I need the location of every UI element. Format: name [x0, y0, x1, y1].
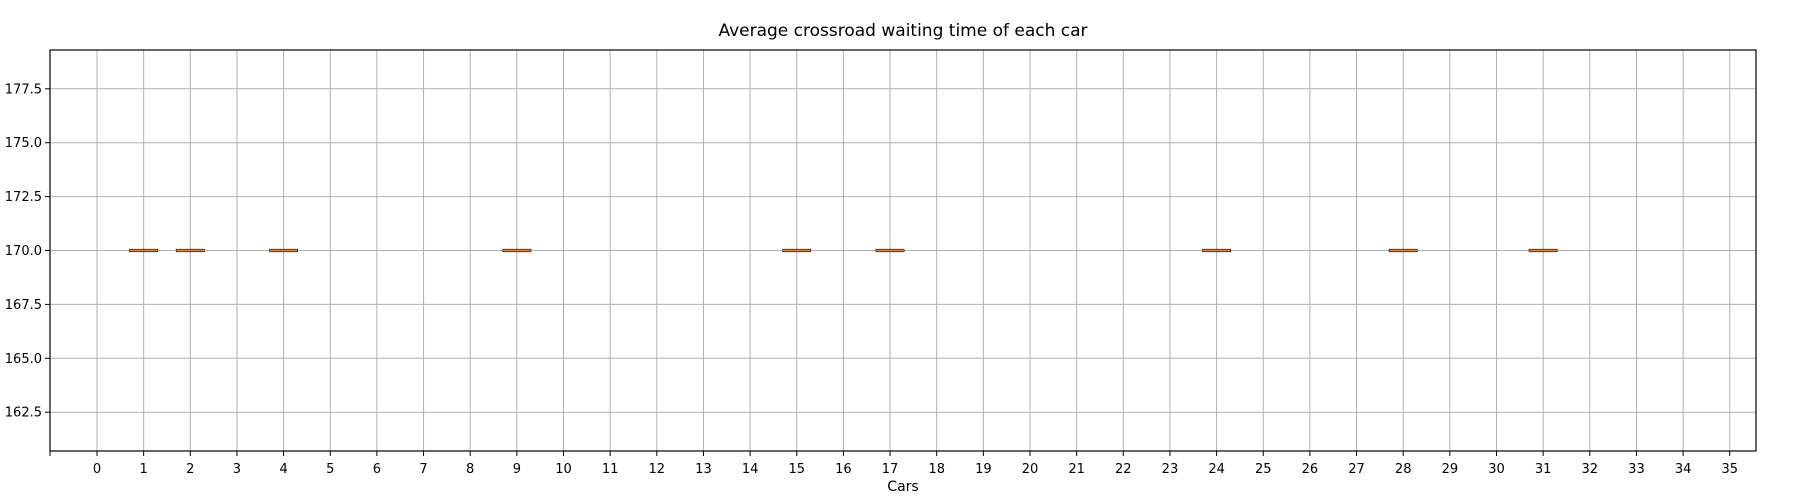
x-tick-label: 25: [1255, 462, 1272, 477]
x-tick-label: 27: [1348, 462, 1365, 477]
y-tick-label: 162.5: [5, 406, 42, 421]
x-tick-label: 34: [1675, 462, 1692, 477]
x-tick-label: 3: [233, 462, 241, 477]
x-tick-label: 29: [1442, 462, 1459, 477]
x-tick-label: 33: [1628, 462, 1645, 477]
y-tick-label: 172.5: [5, 190, 42, 205]
y-tick-label: 165.0: [5, 352, 42, 367]
x-tick-label: 6: [373, 462, 381, 477]
x-tick-label: 10: [555, 462, 572, 477]
x-tick-label: 21: [1068, 462, 1085, 477]
x-tick-label: 8: [466, 462, 474, 477]
x-tick-label: 32: [1582, 462, 1599, 477]
x-tick-label: 26: [1302, 462, 1319, 477]
x-tick-label: 11: [602, 462, 619, 477]
x-tick-label: 15: [788, 462, 805, 477]
x-tick-label: 17: [882, 462, 899, 477]
x-tick-label: 4: [279, 462, 287, 477]
x-tick-label: 5: [326, 462, 334, 477]
chart-marks: [129, 248, 1558, 253]
y-tick-label: 177.5: [5, 82, 42, 97]
x-tick-label: 35: [1721, 462, 1738, 477]
x-axis-label: Cars: [887, 479, 918, 495]
x-tick-label: 7: [419, 462, 427, 477]
chart-title: Average crossroad waiting time of each c…: [718, 21, 1087, 41]
x-tick-label: 12: [649, 462, 666, 477]
x-tick-label: 19: [975, 462, 992, 477]
x-tick-label: 14: [742, 462, 759, 477]
x-tick-label: 28: [1395, 462, 1412, 477]
y-tick-label: 170.0: [5, 244, 42, 259]
x-tick-label: 23: [1162, 462, 1179, 477]
x-tick-label: 16: [835, 462, 852, 477]
x-tick-label: 24: [1208, 462, 1225, 477]
x-tick-label: 18: [928, 462, 945, 477]
x-tick-label: 31: [1535, 462, 1552, 477]
x-tick-label: 0: [93, 462, 101, 477]
y-tick-label: 175.0: [5, 136, 42, 151]
x-tick-label: 1: [140, 462, 148, 477]
x-tick-label: 9: [513, 462, 521, 477]
x-tick-label: 22: [1115, 462, 1132, 477]
x-tick-label: 2: [186, 462, 194, 477]
axes: 0 1 2 3 4 5 6 7 8 9 10 11 12 13 14 15 16 17 18 19 20 21 22 23 24…: [5, 82, 1738, 477]
x-tick-label: 30: [1488, 462, 1505, 477]
x-tick-label: 13: [695, 462, 712, 477]
y-tick-label: 167.5: [5, 298, 42, 313]
x-tick-label: 20: [1022, 462, 1039, 477]
